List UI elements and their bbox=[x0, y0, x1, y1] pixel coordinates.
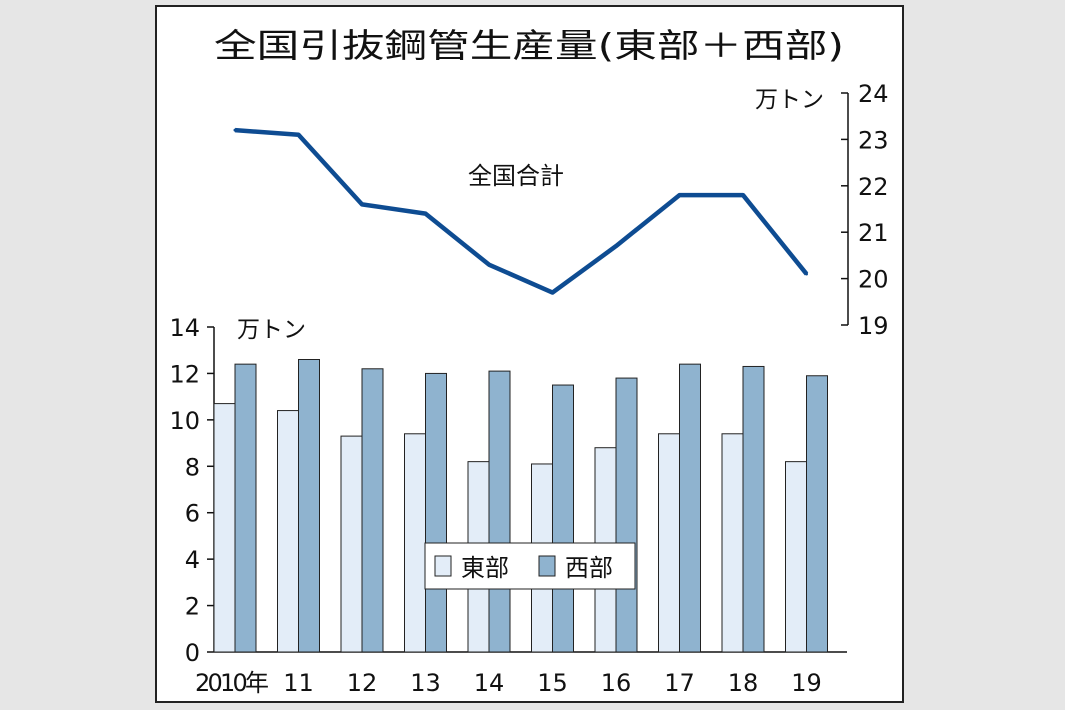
bar-西部-2010年 bbox=[234, 363, 257, 653]
bar-西部-17 bbox=[679, 363, 701, 653]
x-tick-label: 15 bbox=[537, 669, 568, 697]
x-tick-label: 14 bbox=[474, 669, 505, 697]
x-tick-label: 16 bbox=[601, 669, 632, 697]
bar-西部-11 bbox=[298, 359, 320, 653]
line-y-tick-label: 22 bbox=[858, 173, 889, 201]
bar-東部-17 bbox=[658, 433, 680, 653]
bar-y-tick-label: 10 bbox=[169, 407, 200, 435]
bar-東部-18 bbox=[721, 433, 744, 653]
x-tick-label: 13 bbox=[410, 669, 441, 697]
line-y-tick-label: 24 bbox=[858, 80, 889, 108]
line-y-tick-label: 20 bbox=[858, 266, 889, 294]
line-series-zenkoku bbox=[234, 127, 809, 295]
line-point bbox=[741, 193, 745, 197]
chart-frame: 全国引抜鋼管生産量(東部＋西部) 万トン 全国合計 万トン 24 23 22 21 20… bbox=[155, 5, 904, 703]
legend: 東部 西部 bbox=[424, 542, 636, 590]
chart-svg: 全国引抜鋼管生産量(東部＋西部) 万トン 全国合計 万トン 2423222120… bbox=[169, 26, 889, 697]
line-point bbox=[297, 133, 300, 137]
legend-swatch-東部 bbox=[434, 555, 452, 577]
legend-label-東部: 東部 bbox=[461, 554, 509, 582]
bar-東部-19 bbox=[785, 461, 807, 653]
chart-title: 全国引抜鋼管生産量(東部＋西部) bbox=[214, 26, 844, 65]
bar-東部-12 bbox=[340, 435, 363, 653]
x-tick-label: 19 bbox=[791, 669, 822, 697]
line-y-tick-label: 21 bbox=[858, 219, 889, 247]
line-chart: 24 23 22 21 20 19 bbox=[233, 80, 889, 340]
bar-unit-label: 万トン bbox=[237, 317, 306, 343]
bar-y-tick-label: 0 bbox=[185, 639, 200, 667]
bar-西部-18 bbox=[742, 365, 765, 653]
legend-swatch-西部 bbox=[538, 555, 556, 577]
line-point bbox=[360, 202, 364, 206]
line-point bbox=[805, 272, 808, 276]
bar-y-tick-label: 6 bbox=[185, 500, 200, 528]
bar-y-tick-label: 12 bbox=[169, 360, 200, 388]
x-tick-label: 2010年 bbox=[195, 669, 269, 697]
x-tick-label: 12 bbox=[347, 669, 378, 697]
line-annotation: 全国合計 bbox=[468, 162, 564, 190]
legend-box bbox=[424, 542, 636, 590]
bar-y-tick-label: 2 bbox=[185, 593, 200, 621]
line-unit-label: 万トン bbox=[755, 87, 824, 113]
bar-y-tick-label: 8 bbox=[185, 453, 200, 481]
bar-東部-13 bbox=[404, 433, 426, 653]
bar-西部-14 bbox=[488, 370, 511, 653]
x-tick-label: 18 bbox=[728, 669, 759, 697]
bar-y-tick-label: 4 bbox=[185, 546, 200, 574]
line-point bbox=[614, 244, 618, 248]
line-point bbox=[678, 193, 681, 197]
line-y-tick-label: 19 bbox=[858, 312, 889, 340]
bar-西部-19 bbox=[806, 375, 828, 653]
bar-西部-16 bbox=[615, 377, 638, 653]
line-point bbox=[551, 291, 554, 295]
bar-y-tick-label: 14 bbox=[169, 314, 200, 342]
bar-東部-2010年 bbox=[213, 403, 236, 653]
line-point bbox=[424, 212, 427, 216]
x-tick-label: 11 bbox=[283, 669, 314, 697]
line-point bbox=[233, 128, 237, 132]
bar-東部-11 bbox=[277, 410, 299, 653]
bar-西部-12 bbox=[361, 368, 384, 653]
bar-西部-13 bbox=[425, 372, 447, 653]
x-tick-label: 17 bbox=[664, 669, 695, 697]
bar-西部-15 bbox=[552, 384, 574, 653]
line-point bbox=[487, 263, 491, 267]
legend-label-西部: 西部 bbox=[565, 554, 613, 582]
line-y-tick-label: 23 bbox=[858, 126, 889, 154]
